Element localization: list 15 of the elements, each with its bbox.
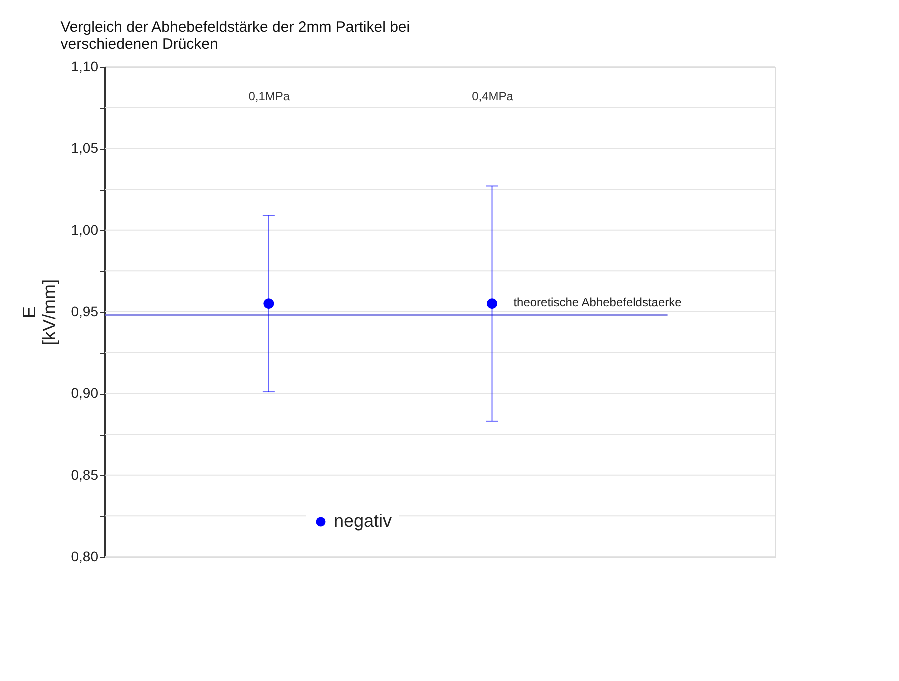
y-tick-label: 0,95 [71, 304, 99, 320]
text: E [19, 306, 40, 319]
text: Vergleich der Abhebefeldstärke der 2mm Partikel bei [60, 19, 410, 36]
y-tick-label: 0,80 [71, 548, 99, 564]
ref-line-label: theoretische Abhebefeldstaerke [514, 295, 682, 310]
y-tick-label: 0,90 [71, 385, 99, 402]
legend-label: negativ [334, 511, 392, 531]
y-tick-label: 0,85 [71, 466, 99, 483]
y-tick-label: 1,05 [71, 140, 99, 156]
y-tick-label: 1,10 [71, 58, 99, 74]
x-tick-label: 0,4MPa [472, 90, 514, 104]
y-tick-label: 1,00 [71, 222, 99, 238]
text: verschiedenen Drücken [60, 36, 218, 53]
text: [kV/mm] [39, 280, 60, 346]
x-tick-label: 0,1MPa [248, 90, 290, 104]
